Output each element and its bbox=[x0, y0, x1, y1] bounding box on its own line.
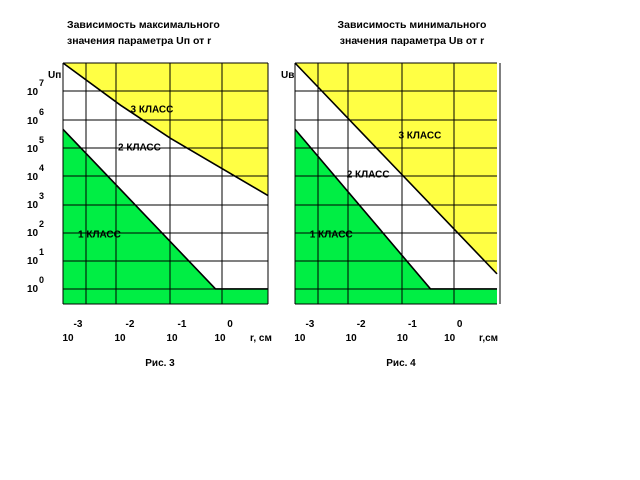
x-tick-label-exp: 0 bbox=[227, 319, 233, 330]
x-tick-label-exp: 0 bbox=[457, 319, 463, 330]
y-tick-label-base: 10 bbox=[27, 116, 39, 127]
x-tick-label-exp: -3 bbox=[74, 319, 83, 330]
region-label-3: 3 КЛАСС bbox=[398, 130, 441, 141]
y-tick-label-base: 10 bbox=[27, 172, 39, 183]
y-tick-label-exp: 1 bbox=[39, 247, 44, 257]
chart-3: Зависимость максимального значения параме… bbox=[27, 19, 272, 369]
x-tick-label-exp: -3 bbox=[305, 319, 314, 330]
y-tick-label-exp: 3 bbox=[39, 191, 44, 201]
boundary-line-2-3 bbox=[62, 62, 269, 197]
y-axis-label: Uв bbox=[281, 70, 294, 81]
y-axis-label: Uп bbox=[48, 70, 61, 81]
y-tick-label-base: 10 bbox=[27, 228, 39, 239]
chart-title-line: Зависимость минимального bbox=[338, 19, 487, 31]
y-tick-label-base: 10 bbox=[27, 256, 39, 267]
y-tick-label-base: 10 bbox=[27, 200, 39, 211]
figure-caption: Рис. 4 bbox=[386, 358, 416, 369]
x-tick-label-base: 10 bbox=[114, 333, 126, 344]
x-tick-label-exp: -2 bbox=[126, 319, 135, 330]
region-1-area bbox=[63, 129, 268, 304]
y-tick-label-base: 10 bbox=[27, 87, 39, 98]
region-1-area bbox=[295, 129, 497, 304]
chart-title-line: значения параметра Uв от r bbox=[340, 35, 484, 47]
boundary-line-2-3 bbox=[294, 62, 498, 275]
x-tick-label-base: 10 bbox=[294, 333, 306, 344]
chart-title-line: значения параметра Uп от r bbox=[67, 35, 211, 47]
boundary-line-1-2 bbox=[294, 128, 497, 290]
x-tick-label-base: 10 bbox=[397, 333, 409, 344]
x-tick-label-exp: -1 bbox=[178, 319, 187, 330]
region-label-3: 3 КЛАСС bbox=[131, 105, 174, 116]
region-label-2: 2 КЛАСС bbox=[347, 169, 390, 180]
y-tick-label-base: 10 bbox=[27, 284, 39, 295]
x-tick-label-exp: -1 bbox=[408, 319, 417, 330]
x-tick-label-base: 10 bbox=[214, 333, 226, 344]
x-tick-label-base: 10 bbox=[444, 333, 456, 344]
figure-caption: Рис. 3 bbox=[145, 358, 175, 369]
y-tick-label-exp: 5 bbox=[39, 135, 44, 145]
y-tick-label-base: 10 bbox=[27, 144, 39, 155]
x-axis-label: r,см bbox=[479, 333, 498, 344]
region-label-1: 1 КЛАСС bbox=[310, 230, 353, 241]
region-label-2: 2 КЛАСС bbox=[118, 142, 161, 153]
x-tick-label-base: 10 bbox=[166, 333, 178, 344]
region-label-1: 1 КЛАСС bbox=[78, 230, 121, 241]
boundary-line-1-2 bbox=[62, 128, 268, 290]
y-tick-label-exp: 4 bbox=[39, 163, 44, 173]
chart-title-line: Зависимость максимального bbox=[67, 19, 220, 31]
chart-4: Зависимость минимального значения парамет… bbox=[281, 19, 501, 369]
x-tick-label-exp: -2 bbox=[357, 319, 366, 330]
x-tick-label-base: 10 bbox=[346, 333, 358, 344]
y-tick-label-exp: 6 bbox=[39, 107, 44, 117]
x-axis-label: r, см bbox=[250, 333, 272, 344]
y-tick-label-exp: 0 bbox=[39, 275, 44, 285]
x-tick-label-base: 10 bbox=[62, 333, 74, 344]
y-tick-label-exp: 7 bbox=[39, 78, 44, 88]
y-tick-label-exp: 2 bbox=[39, 219, 44, 229]
